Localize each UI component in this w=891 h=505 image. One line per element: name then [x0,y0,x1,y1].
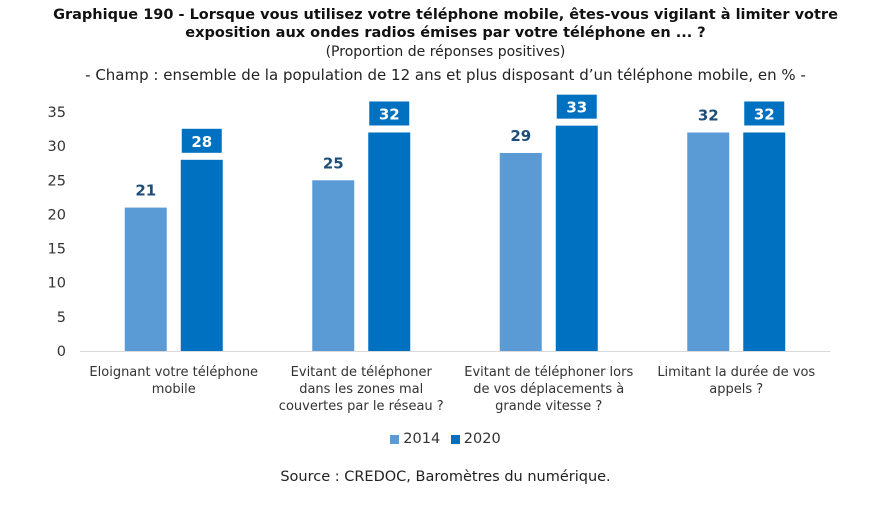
data-label-2020: 33 [566,99,587,117]
legend-label-2014: 2014 [403,431,441,447]
data-label-2020: 28 [191,133,212,151]
legend-item-2020: 2020 [450,431,501,447]
data-label-2020: 32 [379,105,400,123]
y-tick-label: 0 [57,344,66,360]
chart-title-line1: Graphique 190 - Lorsque vous utilisez vo… [53,7,838,23]
data-label-box-2020 [369,101,410,126]
y-tick-label: 5 [57,310,66,326]
x-category-label: mobile [152,382,196,397]
data-label-box-2020 [744,101,785,126]
x-category-label: Evitant de téléphoner [291,365,433,380]
bar-2014 [312,180,355,351]
y-tick-label: 15 [48,242,66,258]
bar-2020 [555,125,598,352]
legend-swatch-2020 [450,434,460,444]
x-category-label: dans les zones mal [299,382,423,397]
x-category-label: Eloignant votre téléphone [89,365,258,380]
bar-2014 [499,152,542,351]
chart-subtitle: (Proportion de réponses positives) [325,44,566,60]
y-tick-label: 30 [48,139,66,155]
bar-2020 [180,159,223,351]
y-tick-label: 20 [48,207,66,223]
x-category-label: Evitant de téléphoner lors [464,365,633,380]
chart-title-line2: exposition aux ondes radios émises par v… [185,25,706,41]
data-label-2014: 32 [698,106,719,124]
legend-label-2020: 2020 [463,431,501,447]
chart-scope-note: - Champ : ensemble de la population de 1… [85,66,806,84]
data-label-2020: 32 [754,105,775,123]
source-note: Source : CREDOC, Baromètres du numérique… [280,469,611,485]
bar-2014 [124,207,167,351]
y-tick-label: 10 [48,276,66,292]
legend-swatch-2014 [390,434,400,444]
x-category-label: couvertes par le réseau ? [279,399,444,414]
bar-2020 [368,132,411,351]
data-label-box-2020 [181,128,222,153]
x-category-label: appels ? [709,382,763,397]
bar-2014 [687,132,730,351]
data-label-2014: 29 [510,127,531,145]
legend: 2014 2020 [0,431,891,448]
data-label-2014: 21 [135,182,156,200]
data-label-2014: 25 [323,154,344,172]
x-category-label: Limitant la durée de vos [657,365,815,380]
bar-2020 [743,132,786,351]
data-label-box-2020 [556,94,597,119]
x-category-label: grande vitesse ? [495,399,602,414]
x-category-label: de vos déplacements à [473,382,624,397]
bar-chart: 0 5 10 15 20 25 30 35 21 28 Eloignant votre téléph… [48,94,830,414]
y-tick-label: 35 [48,105,66,121]
legend-item-2014: 2014 [390,431,440,447]
y-tick-label: 25 [48,173,66,189]
